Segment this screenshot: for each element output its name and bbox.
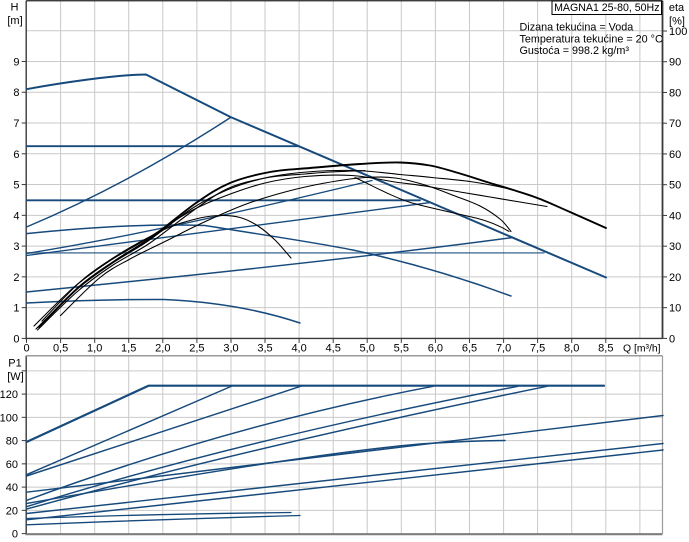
svg-text:9: 9 <box>13 57 19 69</box>
svg-text:4: 4 <box>13 210 19 222</box>
svg-text:0: 0 <box>13 333 19 345</box>
svg-text:10: 10 <box>669 303 681 315</box>
svg-text:0: 0 <box>12 529 18 541</box>
svg-text:6: 6 <box>13 149 19 161</box>
svg-text:7: 7 <box>13 118 19 130</box>
svg-text:120: 120 <box>0 389 18 401</box>
svg-text:8: 8 <box>13 87 19 99</box>
svg-text:8,0: 8,0 <box>564 343 579 355</box>
svg-text:4,0: 4,0 <box>291 343 306 355</box>
svg-text:P1: P1 <box>8 358 21 370</box>
svg-text:[W]: [W] <box>7 371 24 383</box>
svg-text:0: 0 <box>23 343 29 355</box>
svg-text:30: 30 <box>669 241 681 253</box>
svg-text:100: 100 <box>669 26 687 38</box>
svg-text:6,0: 6,0 <box>428 343 443 355</box>
svg-text:2,5: 2,5 <box>189 343 204 355</box>
svg-text:1,5: 1,5 <box>121 343 136 355</box>
svg-text:20: 20 <box>6 505 18 517</box>
svg-text:[m]: [m] <box>7 15 22 27</box>
svg-text:2,0: 2,0 <box>155 343 170 355</box>
svg-text:5,0: 5,0 <box>360 343 375 355</box>
svg-text:H: H <box>11 2 19 14</box>
svg-text:0: 0 <box>669 333 675 345</box>
svg-text:Gustoća = 998.2 kg/m³: Gustoća = 998.2 kg/m³ <box>520 45 630 57</box>
svg-text:eta: eta <box>669 2 685 14</box>
svg-text:Temperatura tekućine = 20 °C: Temperatura tekućine = 20 °C <box>520 33 663 45</box>
svg-text:80: 80 <box>6 436 18 448</box>
svg-text:90: 90 <box>669 57 681 69</box>
svg-text:100: 100 <box>0 412 18 424</box>
svg-text:8,5: 8,5 <box>598 343 613 355</box>
svg-text:50: 50 <box>669 180 681 192</box>
svg-text:5,5: 5,5 <box>394 343 409 355</box>
svg-text:20: 20 <box>669 272 681 284</box>
svg-text:1,0: 1,0 <box>87 343 102 355</box>
svg-text:0,5: 0,5 <box>53 343 68 355</box>
svg-text:80: 80 <box>669 88 681 100</box>
svg-text:60: 60 <box>6 459 18 471</box>
svg-text:7,0: 7,0 <box>496 343 511 355</box>
svg-text:70: 70 <box>669 118 681 130</box>
svg-text:Dizana tekućina = Voda: Dizana tekućina = Voda <box>520 22 634 34</box>
svg-text:3: 3 <box>13 241 19 253</box>
svg-text:40: 40 <box>669 210 681 222</box>
svg-text:Q [m³/h]: Q [m³/h] <box>623 343 661 354</box>
svg-text:1: 1 <box>13 303 19 315</box>
svg-text:7,5: 7,5 <box>530 343 545 355</box>
svg-text:4,5: 4,5 <box>326 343 341 355</box>
svg-text:3,0: 3,0 <box>223 343 238 355</box>
svg-text:6,5: 6,5 <box>462 343 477 355</box>
svg-text:2: 2 <box>13 272 19 284</box>
svg-text:40: 40 <box>6 482 18 494</box>
svg-text:[%]: [%] <box>669 16 685 28</box>
svg-text:60: 60 <box>669 149 681 161</box>
svg-text:3,5: 3,5 <box>257 343 272 355</box>
svg-text:5: 5 <box>13 180 19 192</box>
svg-text:MAGNA1 25-80, 50Hz: MAGNA1 25-80, 50Hz <box>554 2 659 14</box>
